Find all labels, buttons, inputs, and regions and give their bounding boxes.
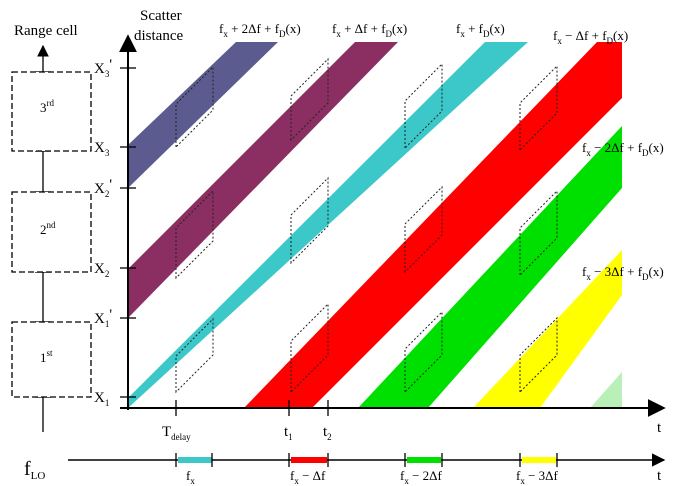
band-cyan [128, 42, 528, 408]
dotted-box [290, 302, 329, 394]
y-tick-x3-prime: X3' [94, 57, 112, 79]
band-green [358, 126, 622, 408]
dotted-box [175, 317, 214, 394]
x-tick-t1: t1 [284, 424, 293, 442]
range-cell-box-2 [11, 191, 92, 273]
dotted-box [404, 310, 443, 394]
lo-label-fx-minus-3df: fx − 3Δf [516, 468, 559, 486]
band-red [244, 42, 622, 408]
dotted-box [519, 316, 558, 394]
lo-label-fx: fx [186, 468, 195, 486]
band-purple [128, 42, 398, 318]
band-label-yellow: fx − 3Δf + fD(x) [582, 264, 664, 282]
y-tick-x1-prime: X1' [94, 307, 112, 329]
y-axis-title-line1: Scatter [140, 8, 182, 24]
y-axis-title-line2: distance [134, 28, 183, 44]
lo-segment-fx [178, 457, 212, 463]
y-tick-x3: X3 [94, 140, 110, 158]
x-axis-label: t [657, 420, 662, 436]
range-cell-box-3 [11, 71, 92, 152]
x-tick-tdelay: Tdelay [162, 424, 191, 442]
dotted-box [175, 189, 214, 280]
lo-segment-fx-minus-2df [407, 457, 441, 463]
y-tick-x2-prime: X2' [94, 177, 112, 199]
band-yellow [473, 250, 622, 408]
x-axis-ticks [175, 400, 329, 416]
band-label-red: fx − Δf + fD(x) [553, 28, 628, 46]
lo-label-fx-minus-df: fx − Δf [290, 468, 326, 486]
range-cell-column: Range cell 1st 2nd 3rd [11, 23, 92, 432]
range-cell-label-1: 1st [40, 348, 53, 365]
dotted-box [404, 185, 443, 274]
band-navy [128, 42, 278, 188]
lo-frequency-axis: fLO t fx fx − Δf fx − 2Δf fx − 3Δf [24, 453, 666, 486]
lo-segment-fx-minus-df [291, 457, 327, 463]
band-label-green: fx − 2Δf + fD(x) [582, 140, 664, 158]
lo-axis-label: fLO [24, 458, 45, 482]
range-cell-label-2: 2nd [40, 220, 56, 237]
lo-label-fx-minus-2df: fx − 2Δf [400, 468, 443, 486]
range-cell-title: Range cell [14, 23, 78, 39]
band-label-navy: fx + 2Δf + fD(x) [219, 21, 301, 39]
band-label-cyan: fx + fD(x) [456, 21, 505, 39]
frequency-bands [128, 42, 622, 408]
dotted-box [290, 57, 329, 142]
range-cell-label-3: 3rd [40, 98, 54, 115]
y-tick-x2: X2 [94, 261, 109, 279]
y-axis-ticks [120, 67, 136, 398]
band-label-purple: fx + Δf + fD(x) [332, 21, 407, 39]
dotted-box [175, 65, 214, 149]
dotted-markers [175, 57, 558, 394]
y-tick-x1: X1 [94, 390, 109, 408]
range-cell-box-1 [11, 321, 92, 398]
lo-axis-t-label: t [657, 468, 662, 484]
lo-segment-fx-minus-3df [522, 457, 556, 463]
dotted-box [290, 176, 329, 265]
band-faint-green [590, 372, 622, 408]
x-tick-t2: t2 [323, 424, 332, 442]
